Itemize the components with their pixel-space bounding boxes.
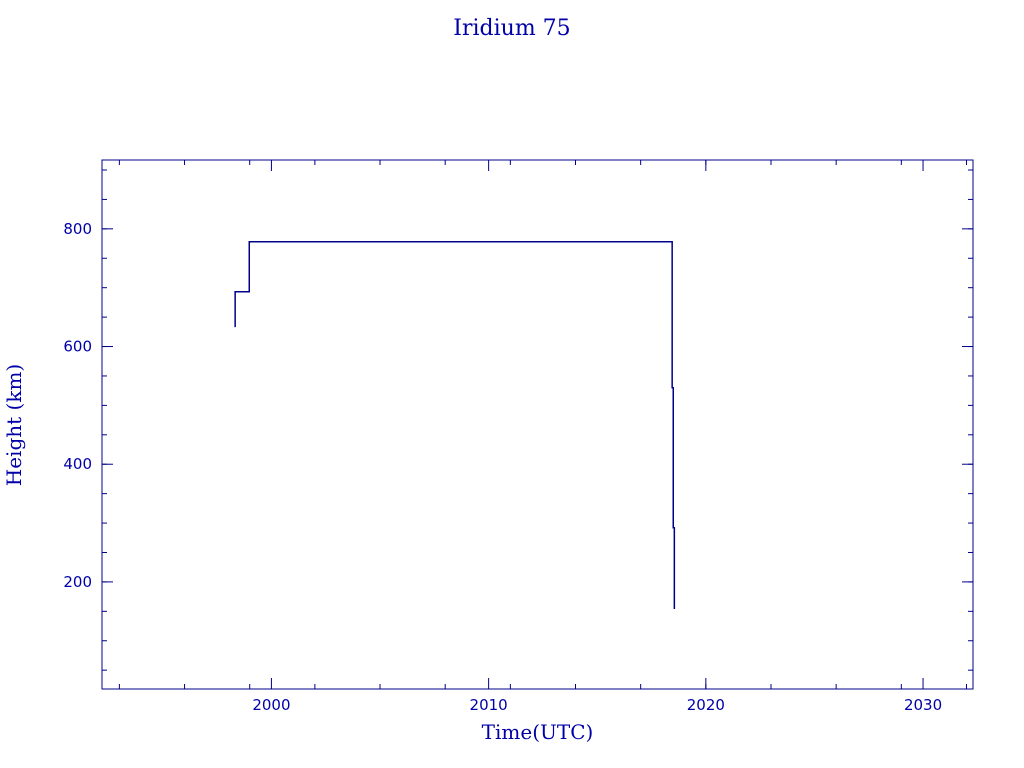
y-tick-label: 400	[63, 455, 92, 473]
x-tick-label: 2000	[252, 696, 290, 714]
chart-title: Iridium 75	[453, 16, 571, 41]
x-tick-label: 2010	[470, 696, 508, 714]
y-tick-label: 800	[63, 220, 92, 238]
x-tick-label: 2020	[687, 696, 725, 714]
y-tick-label: 600	[63, 338, 92, 356]
height-series-line	[234, 241, 676, 609]
y-tick-label: 200	[63, 573, 92, 591]
plot-frame	[101, 159, 974, 690]
x-axis-label: Time(UTC)	[481, 720, 594, 744]
x-tick-label: 2030	[904, 696, 942, 714]
